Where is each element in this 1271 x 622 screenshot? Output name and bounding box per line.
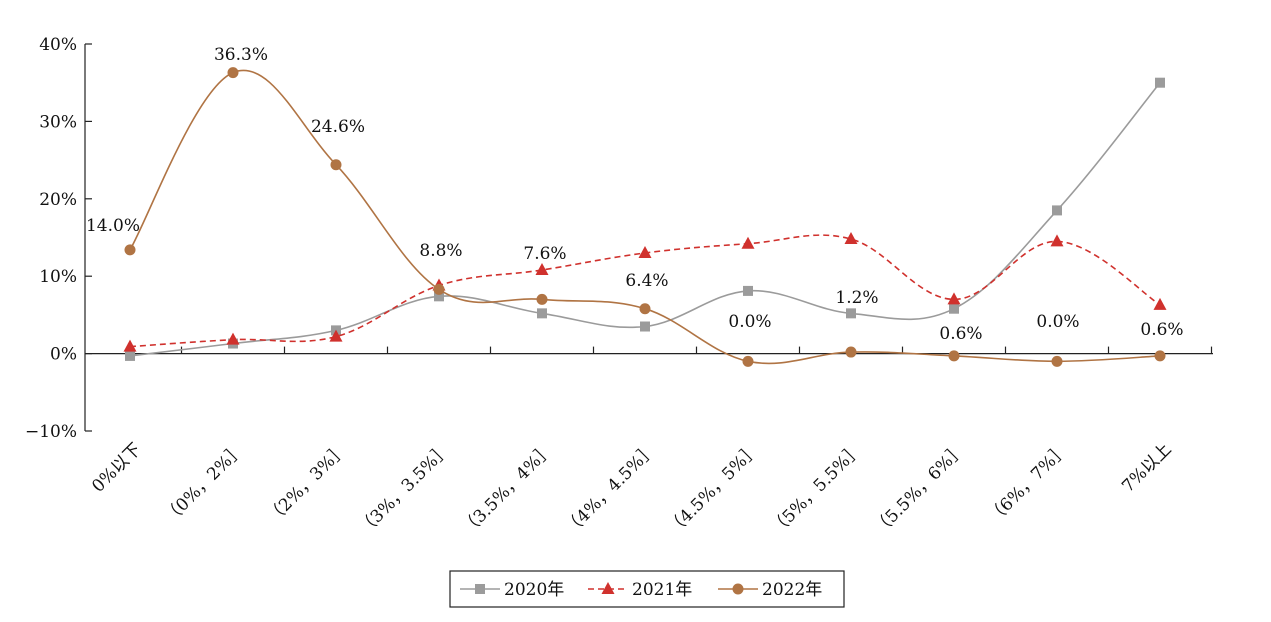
data-label: 0.0% xyxy=(1036,312,1079,332)
series-2020-point xyxy=(743,285,753,296)
series-2022-point xyxy=(330,159,342,171)
data-label: 24.6% xyxy=(311,117,365,137)
data-label: 6.4% xyxy=(625,271,668,291)
data-labels: 14.0% 36.3% 24.6% 8.8% 7.6% 6.4% 0.0% 1.2% 0.6% 0… xyxy=(86,45,1184,344)
series-2021-point xyxy=(638,245,652,258)
series-2021-point xyxy=(1050,234,1064,247)
series-2022-point xyxy=(433,283,445,295)
y-tick-label: 20% xyxy=(39,190,77,210)
series-2020-point xyxy=(537,308,547,319)
y-tick-label: 10% xyxy=(39,267,77,287)
series-2022-line xyxy=(129,69,1161,365)
series-2020-point xyxy=(125,350,135,361)
y-tick-label: 0% xyxy=(50,345,77,365)
series-2021 xyxy=(123,232,1167,352)
data-label: 1.2% xyxy=(835,288,878,308)
x-category-label: 0%以下 xyxy=(88,439,145,496)
data-label: 0.0% xyxy=(728,312,771,332)
series-2022-point xyxy=(639,303,651,315)
legend-label: 2022年 xyxy=(762,580,822,600)
y-axis-ticks: −10% 0% 10% 20% 30% 40% xyxy=(25,35,92,442)
data-label: 14.0% xyxy=(86,216,140,236)
axes xyxy=(84,44,1213,431)
x-category-label: （4.5%，5%］ xyxy=(664,439,764,539)
series-2021-point xyxy=(1153,297,1167,310)
series-2020-point xyxy=(1052,205,1062,216)
x-category-label: （2%，3%］ xyxy=(263,439,351,527)
series-2022-point xyxy=(948,350,960,362)
series-lines xyxy=(123,67,1167,367)
y-tick-label: 40% xyxy=(39,35,77,55)
legend: 2020年 2021年 2022年 xyxy=(449,570,845,608)
series-2021-line xyxy=(129,234,1161,348)
y-tick-label: −10% xyxy=(25,422,77,442)
series-2022-point xyxy=(227,67,239,79)
series-2021-point xyxy=(741,236,755,249)
x-axis-ticks: 0%以下 （0%，2%］ （2%，3%］ （3%，3.5%］ （3.5%，4%］ （4%，… xyxy=(88,346,1213,539)
legend-marker-2021 xyxy=(601,582,615,594)
legend-label: 2021年 xyxy=(632,580,692,600)
series-2021-point xyxy=(947,292,961,305)
series-2020-point xyxy=(434,291,444,302)
x-category-label: （3%，3.5%］ xyxy=(355,439,455,539)
x-category-label: （4%，4.5%］ xyxy=(561,439,661,539)
series-2021-point xyxy=(123,339,137,352)
legend-marker-2020 xyxy=(475,584,485,594)
x-category-label: 7%以上 xyxy=(1118,439,1175,496)
series-2022-point xyxy=(124,244,136,256)
series-2022-point xyxy=(1051,355,1063,367)
series-2022-point xyxy=(536,293,548,305)
x-category-label: （6%，7%］ xyxy=(984,439,1072,527)
series-2020 xyxy=(125,77,1165,361)
data-label: 36.3% xyxy=(214,45,268,65)
legend-box xyxy=(449,570,845,608)
series-2022-point xyxy=(1154,350,1166,362)
series-2020-point xyxy=(1155,77,1165,88)
y-tick-label: 30% xyxy=(39,112,77,132)
series-2020-point xyxy=(640,321,650,332)
series-2021-point xyxy=(844,232,858,245)
series-2021-point xyxy=(329,329,343,342)
legend-label: 2020年 xyxy=(504,580,564,600)
data-label: 7.6% xyxy=(523,244,566,264)
data-label: 8.8% xyxy=(419,241,462,261)
series-2022 xyxy=(124,67,1166,367)
series-2020-point xyxy=(846,308,856,319)
series-2022-point xyxy=(845,346,857,358)
series-2021-point xyxy=(535,263,549,276)
x-category-label: （3.5%，4%］ xyxy=(458,439,558,539)
x-category-label: （5.5%，6%］ xyxy=(870,439,970,539)
data-label: 0.6% xyxy=(1140,320,1183,340)
legend-marker-2022 xyxy=(732,583,744,595)
data-label: 0.6% xyxy=(939,324,982,344)
series-2020-point xyxy=(949,303,959,314)
series-2021-point xyxy=(226,332,240,345)
series-2022-point xyxy=(742,355,754,367)
x-category-label: （0%，2%］ xyxy=(160,439,248,527)
series-2020-line xyxy=(129,82,1161,357)
x-category-label: （5%，5.5%］ xyxy=(767,439,867,539)
